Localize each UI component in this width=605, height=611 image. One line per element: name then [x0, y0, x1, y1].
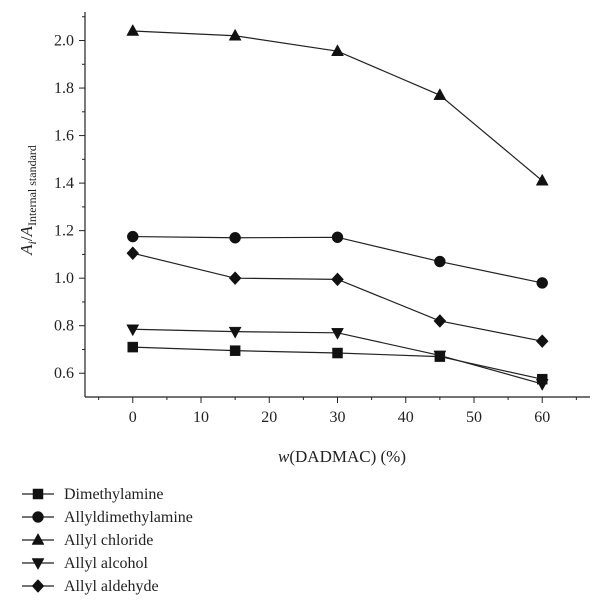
x-tick-label: 20 [261, 409, 277, 426]
x-tick-label: 0 [129, 409, 137, 426]
y-tick-label: 1.0 [54, 270, 74, 287]
data-point [535, 334, 549, 349]
series-allyl-alcohol [126, 324, 549, 391]
data-point [332, 347, 343, 359]
legend-label: Dimethylamine [64, 486, 164, 503]
series-allyl-aldehyde [126, 246, 549, 349]
y-axis-title: Ai/AInternal standard [17, 145, 39, 256]
series-allyldimethylamine [127, 230, 548, 289]
legend-item: Allyl chloride [22, 532, 153, 549]
legend-label: Allyl aldehyde [64, 578, 159, 595]
data-point [229, 232, 241, 244]
legend-marker [31, 579, 45, 593]
data-point [433, 88, 447, 100]
data-point [229, 345, 241, 356]
data-point [331, 44, 344, 56]
data-point [228, 326, 242, 339]
data-point [331, 272, 344, 287]
y-tick-label: 1.8 [54, 80, 74, 97]
y-tick-label: 0.6 [54, 365, 74, 382]
data-point [331, 328, 344, 340]
legend-label: Allyl alcohol [64, 555, 149, 572]
legend-marker [31, 532, 45, 545]
x-tick-label: 10 [193, 409, 209, 426]
x-tick-label: 30 [330, 409, 346, 426]
legend-item: Allyl alcohol [22, 555, 149, 572]
series-layer [126, 23, 549, 391]
data-point [126, 246, 140, 261]
y-tick-label: 1.6 [54, 128, 74, 145]
data-point [536, 277, 548, 289]
y-tick-label: 0.8 [54, 318, 74, 335]
x-axis-title: w(DADMAC) (%) [278, 447, 406, 466]
data-point [127, 341, 139, 353]
legend-marker [32, 511, 44, 523]
data-point [126, 324, 140, 337]
x-tick-label: 60 [534, 409, 550, 426]
y-tick-label: 1.4 [54, 175, 74, 192]
series-line [132, 252, 543, 342]
data-point [434, 255, 446, 268]
legend: Dimethylamine Allyldimethylamine Allyl chl… [22, 486, 193, 595]
x-tick-label: 50 [466, 409, 482, 426]
series-dimethylamine [127, 341, 548, 385]
legend-item: Allyl aldehyde [22, 578, 159, 595]
y-tick-label: 1.2 [54, 223, 74, 240]
data-point [433, 314, 447, 328]
data-point [126, 23, 140, 36]
data-point [433, 350, 447, 363]
series-allyl-chloride [126, 23, 549, 186]
data-point [331, 231, 344, 244]
data-point [535, 379, 549, 391]
legend-marker [31, 558, 45, 571]
data-point [228, 271, 242, 286]
legend-marker [32, 488, 44, 500]
y-tick-label: 2.0 [54, 33, 74, 50]
legend-item: Dimethylamine [22, 486, 164, 503]
legend-label: Allyl chloride [64, 532, 153, 549]
data-point [228, 28, 242, 41]
data-point [535, 173, 549, 186]
x-tick-label: 40 [398, 409, 414, 426]
legend-item: Allyldimethylamine [22, 509, 193, 526]
legend-label: Allyldimethylamine [64, 509, 193, 526]
ticks: 0.6 0.8 1.0 1.2 1.4 1.6 1.8 2.0 0 10 20 30 40 50 60 [54, 16, 577, 426]
data-point [127, 230, 139, 243]
